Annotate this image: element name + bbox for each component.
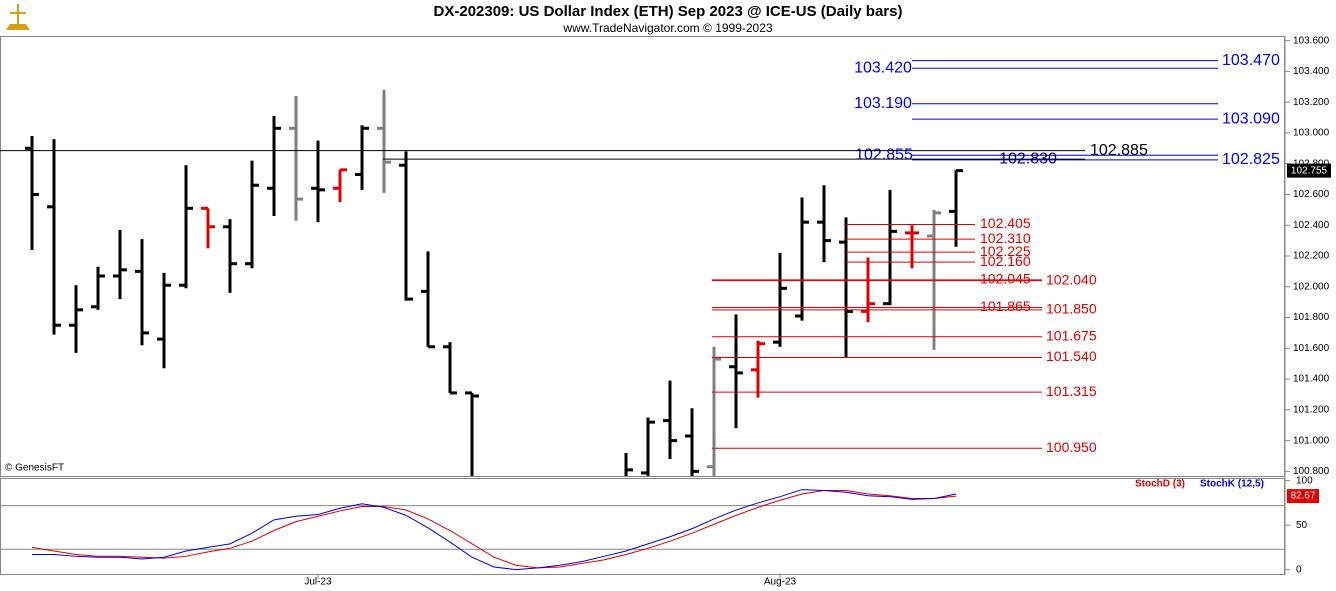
y-tick-label: 101.000 <box>1293 435 1330 446</box>
y-tick-label: 100 <box>1296 475 1313 486</box>
x-tick-label: Jul-23 <box>304 577 332 588</box>
level-label: 101.675 <box>1046 327 1097 343</box>
y-tick-label: 103.000 <box>1293 128 1330 139</box>
level-label: 102.855 <box>855 146 913 163</box>
level-label: 102.310 <box>980 230 1031 246</box>
y-tick-label: 50 <box>1296 520 1308 531</box>
y-tick-label: 102.400 <box>1293 220 1330 231</box>
level-label: 101.850 <box>1046 301 1097 317</box>
y-tick-label: 100.800 <box>1293 466 1330 477</box>
y-tick-label: 102.200 <box>1293 251 1330 262</box>
level-label: 103.470 <box>1222 52 1280 69</box>
y-tick-label: 102.600 <box>1293 189 1330 200</box>
chart-subtitle: www.TradeNavigator.com © 1999-2023 <box>562 21 772 35</box>
y-tick-label: 0 <box>1296 564 1302 575</box>
y-tick-label: 101.200 <box>1293 404 1330 415</box>
y-tick-label: 103.200 <box>1293 97 1330 108</box>
last-value-label: 82.67 <box>1290 491 1315 502</box>
level-label: 101.540 <box>1046 348 1097 364</box>
level-label: 103.190 <box>854 95 912 112</box>
chart-title: DX-202309: US Dollar Index (ETH) Sep 202… <box>434 3 903 20</box>
watermark: © GenesisFT <box>5 463 64 474</box>
level-label: 102.825 <box>1222 151 1280 168</box>
level-label: 102.830 <box>999 150 1057 167</box>
level-label: 102.040 <box>1046 271 1097 287</box>
price-plot <box>25 89 963 476</box>
level-label: 102.225 <box>980 243 1031 259</box>
level-label: 101.865 <box>980 298 1031 314</box>
level-label: 103.420 <box>854 60 912 77</box>
last-price-label: 102.755 <box>1291 165 1328 176</box>
stoch-line <box>31 489 957 569</box>
legend-entry: StochK (12,5) <box>1200 479 1264 490</box>
y-tick-label: 102.000 <box>1293 281 1330 292</box>
last-value-box <box>1287 489 1319 504</box>
level-label: 102.160 <box>980 253 1031 269</box>
level-label: 102.885 <box>1090 142 1148 159</box>
y-tick-label: 101.800 <box>1293 312 1330 323</box>
last-price-box <box>1287 163 1331 178</box>
y-tick-label: 101.400 <box>1293 374 1330 385</box>
y-tick-label: 101.600 <box>1293 343 1330 354</box>
stoch-line <box>32 489 957 571</box>
level-label: 101.315 <box>1046 383 1097 399</box>
level-label: 103.090 <box>1222 110 1280 127</box>
level-label: 102.045 <box>980 271 1031 287</box>
legend-entry: StochD (3) <box>1135 479 1185 490</box>
level-label: 102.405 <box>980 215 1031 231</box>
x-tick-label: Aug-23 <box>764 577 797 588</box>
logo <box>6 4 30 30</box>
y-tick-label: 103.400 <box>1293 66 1330 77</box>
y-tick-label: 103.600 <box>1293 35 1330 46</box>
level-label: 100.950 <box>1046 439 1097 455</box>
